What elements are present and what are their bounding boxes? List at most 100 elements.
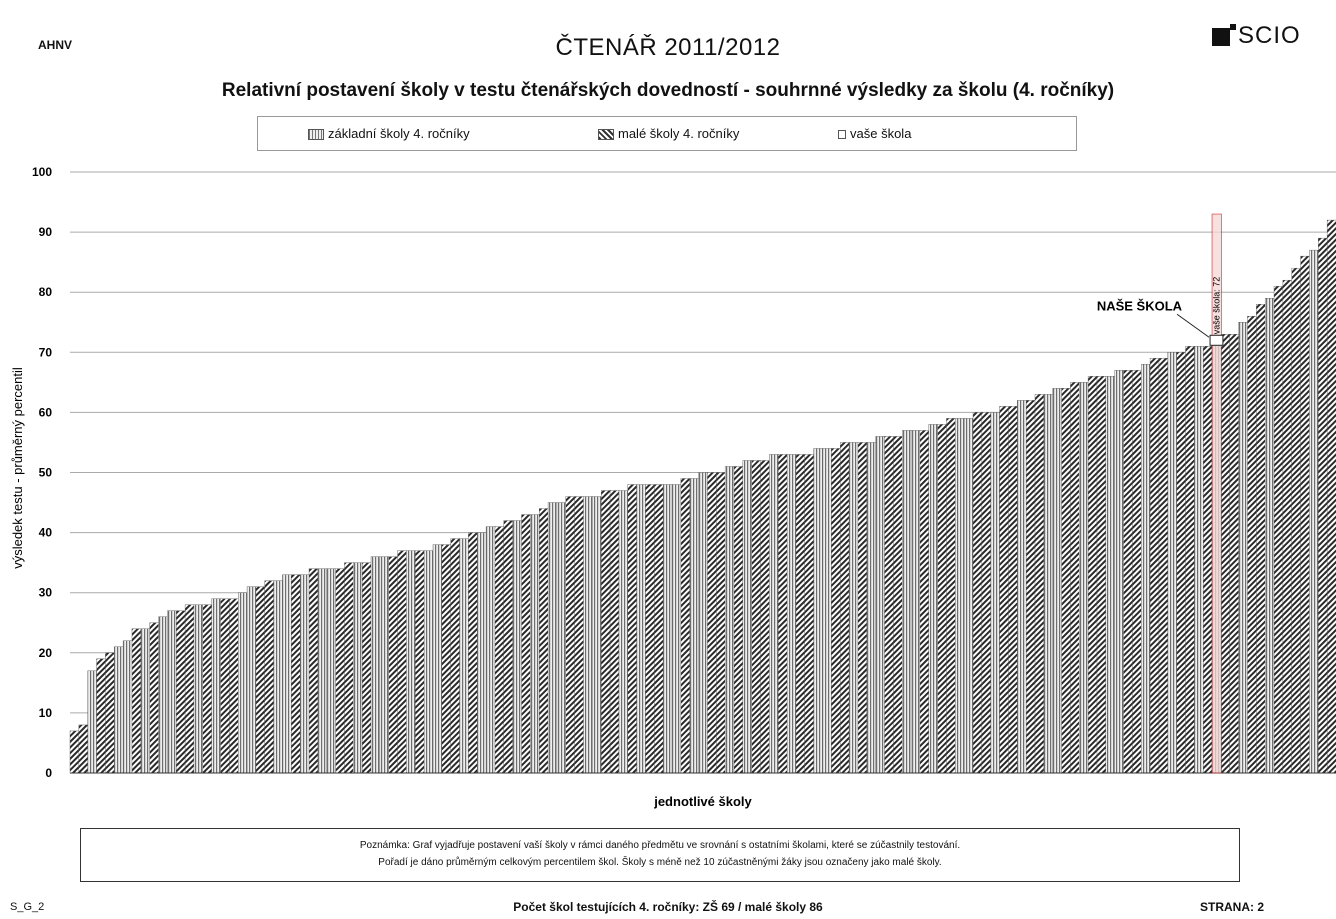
bar-small-school: [468, 532, 478, 774]
bar-small-school: [1326, 219, 1336, 774]
bar-small-school: [184, 604, 195, 774]
bar-basic-school: [963, 418, 974, 774]
bar-basic-school: [273, 580, 283, 774]
bars: [69, 219, 1336, 774]
y-axis-label: výsledek testu - průměrný percentil: [10, 367, 25, 569]
bar-small-school: [1256, 304, 1266, 774]
bar-small-school: [999, 406, 1009, 774]
note-line-1: Poznámka: Graf vyjadřuje postavení vaší …: [359, 840, 961, 851]
bar-basic-school: [910, 430, 921, 774]
bar-small-school: [264, 580, 275, 774]
bar-basic-school: [353, 562, 363, 774]
bar-small-school: [707, 472, 717, 774]
x-axis-label: jednotlivé školy: [653, 794, 752, 809]
bar-small-school: [627, 484, 638, 774]
bar-small-school: [840, 442, 850, 774]
bar-small-school: [96, 658, 106, 774]
y-tick-label: 20: [39, 646, 53, 660]
bar-small-school: [884, 436, 894, 774]
bar-small-school: [1318, 237, 1328, 774]
bar-basic-school: [583, 496, 593, 774]
bar-basic-school: [122, 640, 133, 774]
legend-label: základní školy 4. ročníky: [328, 126, 470, 141]
bar-small-school: [1291, 267, 1302, 774]
note-line-2: Pořadí je dáno průměrným celkovým percen…: [378, 857, 942, 868]
bar-small-school: [202, 604, 213, 774]
legend-item-your-school: vaše škola: [838, 126, 911, 141]
bar-basic-school: [547, 502, 558, 774]
chart-title: Relativní postavení školy v testu čtenář…: [221, 80, 1115, 101]
bar-small-school: [645, 484, 655, 774]
bar-small-school: [1061, 388, 1071, 774]
legend-item-basic-schools: základní školy 4. ročníky: [308, 126, 470, 141]
bar-small-school: [1202, 346, 1213, 774]
bar-small-school: [1185, 346, 1195, 774]
bar-basic-school: [689, 478, 700, 774]
bar-small-school: [149, 622, 160, 774]
bar-basic-school: [530, 514, 540, 774]
note-box: Poznámka: Graf vyjadřuje postavení vaší …: [80, 828, 1240, 882]
bar-small-school: [131, 628, 142, 774]
bar-small-school: [229, 598, 239, 774]
bar-basic-school: [282, 574, 292, 774]
bar-basic-school: [246, 586, 257, 774]
bar-small-school: [804, 454, 815, 774]
bar-small-school: [680, 478, 691, 774]
y-tick-label: 10: [39, 706, 53, 720]
bar-basic-school: [662, 484, 673, 774]
legend-swatch-stripes: [308, 129, 324, 141]
legend-label: vaše škola: [850, 126, 912, 141]
bar-small-school: [1132, 370, 1142, 774]
bar-small-school: [494, 526, 505, 774]
bar-small-school: [503, 520, 514, 774]
y-tick-label: 60: [39, 405, 53, 419]
bar-small-school: [361, 562, 372, 774]
y-tick-label: 30: [39, 586, 53, 600]
bar-small-school: [1176, 352, 1186, 774]
bar-small-school: [1158, 358, 1169, 774]
bar-small-school: [857, 442, 868, 774]
bar-basic-school: [114, 646, 124, 774]
bar-small-school: [335, 568, 345, 774]
bar-basic-school: [1194, 346, 1204, 774]
y-tick-label: 90: [39, 225, 53, 239]
bar-basic-school: [370, 556, 381, 774]
bar-basic-school: [848, 442, 859, 774]
page-number: STRANA: 2: [1200, 900, 1265, 914]
bar-small-school: [1220, 334, 1231, 774]
highlight-bar: [1211, 213, 1222, 774]
bar-basic-school: [671, 484, 682, 774]
legend-swatch-hatch: [598, 129, 614, 141]
scio-logo-text: SCIO: [1238, 22, 1301, 49]
bar-basic-school: [158, 616, 168, 774]
bar-basic-school: [928, 424, 939, 774]
bar-basic-school: [193, 604, 204, 774]
bar-basic-school: [1079, 382, 1089, 774]
bar-small-school: [795, 454, 806, 774]
bar-small-school: [1282, 279, 1293, 774]
bar-basic-school: [1141, 364, 1151, 774]
bar-basic-school: [636, 484, 646, 774]
scio-logo: SCIO: [1212, 22, 1322, 50]
bar-basic-school: [813, 448, 824, 774]
bar-basic-school: [299, 574, 310, 774]
bar-basic-school: [423, 550, 434, 774]
page-code: S_G_2: [10, 901, 45, 913]
report-title: ČTENÁŘ 2011/2012: [555, 34, 781, 61]
y-tick-label: 0: [45, 766, 52, 780]
bar-basic-school: [512, 520, 523, 774]
school-count: Počet škol testujících 4. ročníky: ZŠ 69…: [513, 900, 823, 914]
highlight-bar-label: vaše škola: 72: [1211, 277, 1221, 335]
bar-basic-school: [786, 454, 797, 774]
y-tick-label: 40: [39, 526, 53, 540]
bar-small-school: [450, 538, 461, 774]
bar-basic-school: [1105, 376, 1116, 774]
bar-small-school: [176, 610, 186, 774]
bar-small-school: [415, 550, 425, 774]
bar-small-school: [308, 568, 319, 774]
bar-basic-school: [1052, 388, 1063, 774]
bar-small-school: [893, 436, 903, 774]
bar-small-school: [972, 412, 983, 774]
bar-small-school: [1025, 400, 1036, 774]
bar-small-school: [69, 730, 80, 774]
